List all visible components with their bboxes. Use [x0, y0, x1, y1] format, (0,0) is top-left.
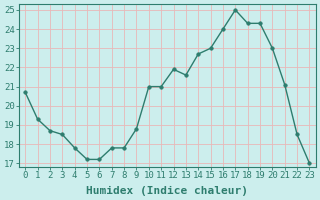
X-axis label: Humidex (Indice chaleur): Humidex (Indice chaleur) — [86, 186, 248, 196]
